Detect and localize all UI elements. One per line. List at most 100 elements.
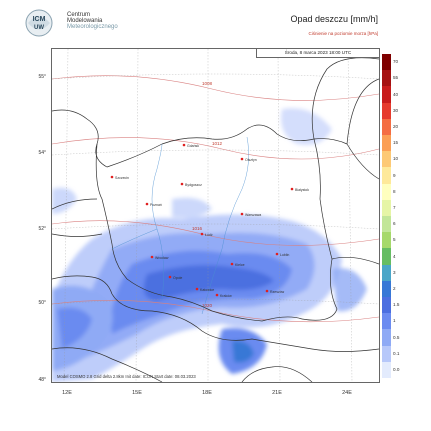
legend-swatch [382,329,391,347]
svg-text:Łódź: Łódź [205,233,213,237]
legend-swatch [382,345,391,363]
svg-text:Katowice: Katowice [200,288,214,292]
logo-text: ICM [33,16,46,23]
city-bydgoszcz: Bydgoszcz [180,182,202,187]
legend-swatch [382,199,391,217]
org-line-1: Centrum [67,12,91,18]
lon-label-12e: 12E [62,390,72,396]
svg-text:Kielce: Kielce [235,263,245,267]
svg-text:Poznań: Poznań [150,203,162,207]
legend-label: 0.1 [393,350,400,356]
legend-swatch [382,361,391,379]
legend-swatch [382,54,391,71]
city-katowice: Katowice [195,287,214,292]
lat-label-52: 52° [38,226,46,232]
legend-label: 4 [393,253,396,259]
svg-text:Gdańsk: Gdańsk [187,144,199,148]
legend-label: 1.5 [393,302,400,308]
legend-swatch [382,313,391,330]
map-title: Opad deszczu [mm/h] [290,14,378,24]
legend-label: 10 [393,156,399,162]
legend-label: 5 [393,237,396,243]
legend-label: 2 [393,285,396,291]
org-line-2: Modelowania [67,18,103,24]
svg-text:Bydgoszcz: Bydgoszcz [185,183,202,187]
city-lodz: Łódź [200,232,213,237]
legend-label: 0.0 [393,366,400,372]
lon-label-24e: 24E [342,390,352,396]
legend-swatch [382,280,391,298]
legend-label: 30 [393,107,399,113]
legend-swatch [382,135,391,152]
city-wroclaw: Wrocław [150,255,169,260]
city-lublin: Lublin [275,252,289,257]
legend-label: 6 [393,221,396,227]
city-markers: Gdańsk Olsztyn Białystok Szczecin Bydgos… [110,143,309,298]
graticule [52,49,379,382]
icm-logo: ICM UW [24,8,62,38]
legend-swatch [382,118,391,136]
legend-swatch [382,264,391,282]
legend-swatch [382,216,391,233]
isobar-label-1008: 1008 [202,81,213,86]
isobar-label-1012: 1012 [212,141,223,146]
svg-text:Rzeszów: Rzeszów [270,290,285,294]
city-olsztyn: Olsztyn [240,157,257,162]
legend-label: 0.5 [393,334,400,340]
legend-swatch [382,232,391,249]
legend-swatch [382,70,391,87]
svg-text:Wrocław: Wrocław [155,256,169,260]
legend-label: 15 [393,140,399,146]
rivers [111,136,249,315]
legend-label: 40 [393,91,399,97]
svg-text:Lublin: Lublin [280,253,289,257]
svg-text:Kraków: Kraków [220,294,232,298]
legend-label: 9 [393,172,396,178]
city-poznan: Poznań [145,202,162,207]
city-krakow: Kraków [215,293,232,298]
lat-label-55: 55° [38,74,46,80]
legend-label: 8 [393,188,396,194]
svg-text:Szczecin: Szczecin [115,176,129,180]
lat-label-54: 54° [38,150,46,156]
legend-swatch [382,167,391,185]
legend-label: 1 [393,318,396,324]
legend-swatch [382,86,391,104]
lon-label-15e: 15E [132,390,142,396]
isobar-label-1020: 1020 [202,303,213,308]
city-szczecin: Szczecin [110,175,129,180]
logo-letters: UW [34,25,44,31]
city-gdansk: Gdańsk [182,143,199,148]
city-rzeszow: Rzeszów [265,289,285,294]
org-line-3: Meteorologicznego [67,24,118,30]
legend-swatch [382,248,391,266]
lat-label-50: 50° [38,300,46,306]
legend-swatch [382,297,391,314]
legend-label: 20 [393,123,399,129]
isobar-label-1016: 1016 [192,226,203,231]
svg-text:Warszawa: Warszawa [245,213,261,217]
city-bialystok: Białystok [290,187,309,192]
legend-swatch [382,183,391,201]
precipitation-map[interactable]: 1008 1012 1016 1020 [51,48,380,383]
legend-swatch [382,102,391,120]
borders [52,57,379,382]
lon-label-21e: 21E [272,390,282,396]
legend-label: 55 [393,75,399,81]
legend-label: 7 [393,204,396,210]
legend-label: 70 [393,59,399,65]
lon-label-18e: 18E [202,390,212,396]
model-info-footer: Model COSMO 2.8 Grid delta 2.8km Init da… [57,374,196,379]
svg-text:Olsztyn: Olsztyn [245,158,257,162]
city-warszawa: Warszawa [240,212,261,217]
lat-label-48: 48° [38,377,46,383]
svg-text:Białystok: Białystok [295,188,309,192]
map-subtitle: Ciśnienie na poziomie morza [hPa] [308,31,378,36]
svg-text:Opole: Opole [173,276,182,280]
organization-name: Centrum Modelowania Meteorologicznego [67,12,118,30]
city-kielce: Kielce [230,262,245,267]
legend-label: 3 [393,269,396,275]
forecast-date: Środa, 8 marca 2023 18:00 UTC [256,48,380,58]
city-opole: Opole [168,275,182,280]
legend-swatch [382,151,391,168]
